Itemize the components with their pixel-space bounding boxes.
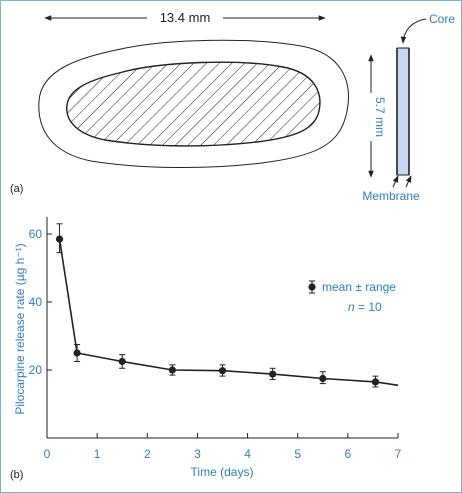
length-label: 13.4 mm	[160, 10, 211, 25]
x-tick-label: 4	[244, 447, 251, 461]
data-point	[118, 357, 126, 366]
x-tick-label: 0	[44, 447, 51, 461]
legend-sample-size: n = 10	[348, 300, 382, 314]
data-point	[55, 235, 64, 243]
y-tick-label: 40	[29, 295, 43, 309]
membrane-arrow-right	[405, 175, 412, 188]
panel-b: 0 1 2 3 4 5 6 7 20 40 60 Time (days) Pilocarpine …	[10, 217, 402, 481]
x-tick-label: 7	[395, 447, 402, 461]
core-label: Core	[429, 12, 455, 26]
data-point	[168, 366, 176, 374]
membrane-arrow-left	[392, 175, 399, 188]
data-point	[371, 378, 380, 386]
data-point	[73, 349, 81, 357]
x-tick-label: 3	[194, 447, 201, 461]
membrane-label: Membrane	[362, 189, 420, 203]
legend-n-value: = 10	[355, 300, 382, 314]
x-tick-label: 2	[144, 447, 151, 461]
legend-label: mean ± range	[322, 280, 396, 294]
data-point	[218, 367, 227, 375]
y-tick-label: 60	[29, 227, 43, 241]
core-arrow	[400, 18, 427, 44]
y-axis-title: Pilocarpine release rate (µg h⁻¹)	[13, 243, 27, 414]
legend-marker	[308, 283, 316, 291]
panel-b-label: (b)	[10, 469, 23, 481]
width-label: 5.7 mm	[373, 97, 387, 137]
x-tick-label: 5	[294, 447, 301, 461]
data-point	[319, 374, 327, 383]
panel-a-label: (a)	[10, 183, 23, 195]
insert-drug-reservoir	[66, 61, 321, 147]
data-point	[269, 370, 277, 378]
x-tick-label: 1	[94, 447, 101, 461]
x-axis-title: Time (days)	[191, 465, 254, 479]
x-tick-group: 0 1 2 3 4 5 6 7	[44, 433, 402, 461]
x-tick-label: 6	[345, 447, 352, 461]
legend-n-symbol: n	[348, 300, 355, 314]
panel-a: 13.4 mm 5.7 mm Core Membrane (a)	[10, 10, 455, 203]
y-tick-group: 20 40 60	[29, 227, 52, 377]
series-layer	[55, 223, 399, 388]
cross-section-core	[396, 47, 410, 176]
y-tick-label: 20	[29, 363, 43, 377]
legend: mean ± range n = 10	[308, 280, 396, 314]
